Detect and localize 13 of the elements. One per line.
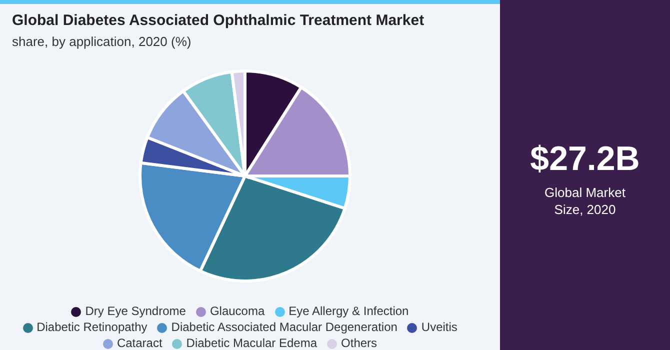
legend-label: Uveitis — [421, 320, 458, 334]
legend-label: Diabetic Retinopathy — [36, 320, 148, 334]
legend-label: Dry Eye Syndrome — [85, 304, 186, 318]
text: Global Market Size, 2020 — [544, 184, 626, 218]
legend-label: Diabetic Associated Macular Degeneration — [171, 320, 398, 334]
text: $27.2B — [529, 140, 641, 179]
chart-subtitle: share, by application, 2020 (%) — [12, 34, 192, 49]
legend-label: Diabetic Macular Edema — [186, 336, 318, 350]
legend-label: Eye Allergy & Infection — [288, 304, 409, 318]
legend-label: Glaucoma — [210, 304, 265, 318]
chart-title: Global Diabetes Associated Ophthalmic Treatment Market — [12, 12, 424, 29]
legend-label: Others — [341, 336, 378, 350]
legend-label: Cataract — [116, 336, 162, 350]
